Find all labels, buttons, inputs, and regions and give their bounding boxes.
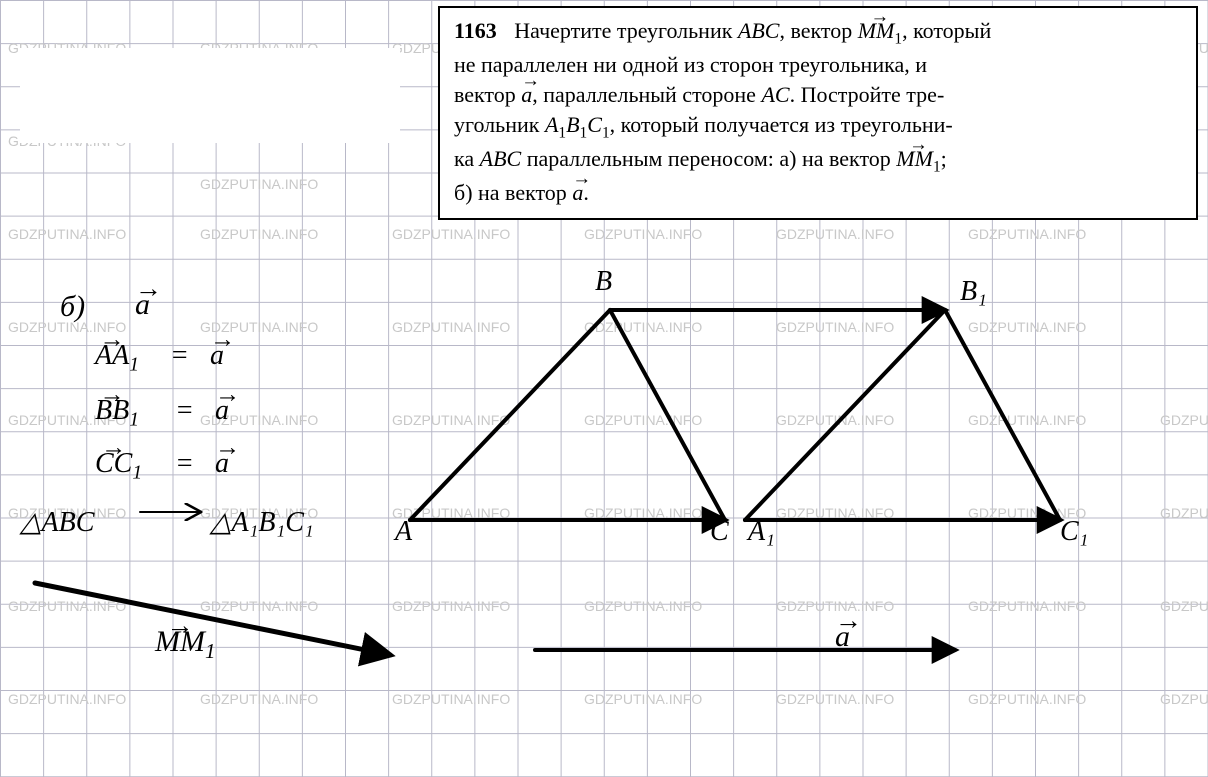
handwritten-text: a bbox=[215, 448, 229, 480]
handwritten-text: б) bbox=[60, 290, 85, 324]
svg-text:C: C bbox=[710, 516, 729, 547]
handwritten-text: a bbox=[135, 288, 150, 322]
svg-text:A: A bbox=[393, 516, 413, 547]
handwritten-text: △ABC bbox=[20, 505, 94, 539]
svg-text:A₁: A₁ bbox=[746, 516, 775, 547]
handwritten-text: BB1 bbox=[95, 395, 139, 432]
svg-text:C₁: C₁ bbox=[1060, 516, 1088, 547]
handwritten-text: △A₁B₁C₁ bbox=[210, 505, 314, 539]
handwritten-text: a bbox=[210, 340, 224, 372]
handwritten-text: MM1 bbox=[155, 625, 215, 664]
handwritten-text: = bbox=[175, 395, 194, 427]
handwritten-text: = bbox=[175, 448, 194, 480]
svg-text:B: B bbox=[595, 266, 612, 297]
handwritten-text: a bbox=[835, 620, 850, 654]
handwritten-text: a bbox=[215, 395, 229, 427]
svg-text:B₁: B₁ bbox=[960, 276, 987, 307]
handwritten-text: AA1 bbox=[95, 340, 139, 377]
handwritten-text: = bbox=[170, 340, 189, 372]
handwritten-text: CC1 bbox=[95, 448, 142, 485]
